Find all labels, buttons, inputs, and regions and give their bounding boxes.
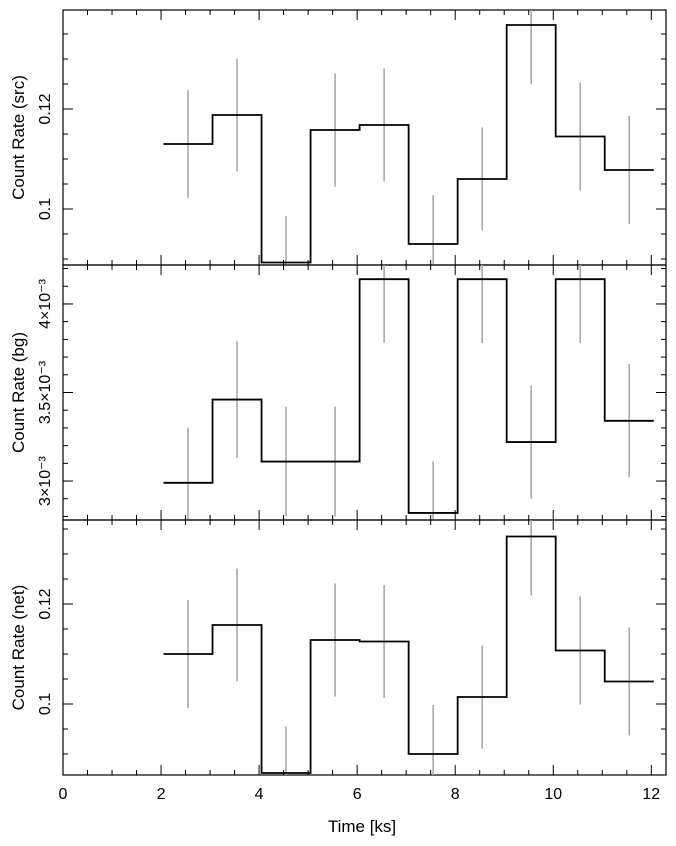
x-axis: Time [ks] 0 2 4 6 8 10 12 — [59, 786, 661, 836]
panel-src: 0.1 0.12 Count Rate (src) — [9, 9, 667, 266]
x-tick-label: 2 — [157, 786, 166, 803]
panel-frame — [62, 9, 667, 266]
count-rate-step-line — [163, 278, 654, 514]
x-tick-label: 10 — [544, 786, 562, 803]
x-tick-label: 8 — [451, 786, 460, 803]
y-axis-label: Count Rate (src) — [9, 75, 28, 200]
y-tick-label: 0.12 — [37, 93, 54, 124]
y-tick-label: 0.1 — [37, 693, 54, 715]
y-tick-label: 0.1 — [37, 198, 54, 220]
x-tick-label: 12 — [642, 786, 660, 803]
y-axis-label: Count Rate (bg) — [9, 332, 28, 453]
count-rate-step-line — [163, 535, 654, 774]
y-tick-label: 3×10⁻³ — [37, 455, 54, 505]
panel-data — [163, 265, 654, 520]
count-rate-step-line — [163, 24, 654, 264]
panel-frame — [62, 264, 667, 521]
y-tick-label: 3.5×10⁻³ — [37, 360, 54, 424]
y-axis-label: Count Rate (net) — [9, 585, 28, 711]
x-tick-label: 6 — [353, 786, 362, 803]
panel-data — [163, 520, 654, 775]
y-tick-label: 4×10⁻³ — [37, 278, 54, 328]
y-tick-label: 0.12 — [37, 588, 54, 619]
x-tick-label: 4 — [255, 786, 264, 803]
panel-frame — [62, 519, 667, 776]
panels-layer: 0.1 0.12 Count Rate (src) 3×10⁻³ 3.5×10⁻³ 4×1… — [9, 9, 667, 776]
x-tick-label: 0 — [59, 786, 68, 803]
panel-data — [163, 10, 654, 265]
panel-net: 0.1 0.12 Count Rate (net) — [9, 519, 667, 776]
x-axis-label: Time [ks] — [328, 817, 396, 836]
panel-bg: 3×10⁻³ 3.5×10⁻³ 4×10⁻³ Count Rate (bg) — [9, 264, 667, 521]
